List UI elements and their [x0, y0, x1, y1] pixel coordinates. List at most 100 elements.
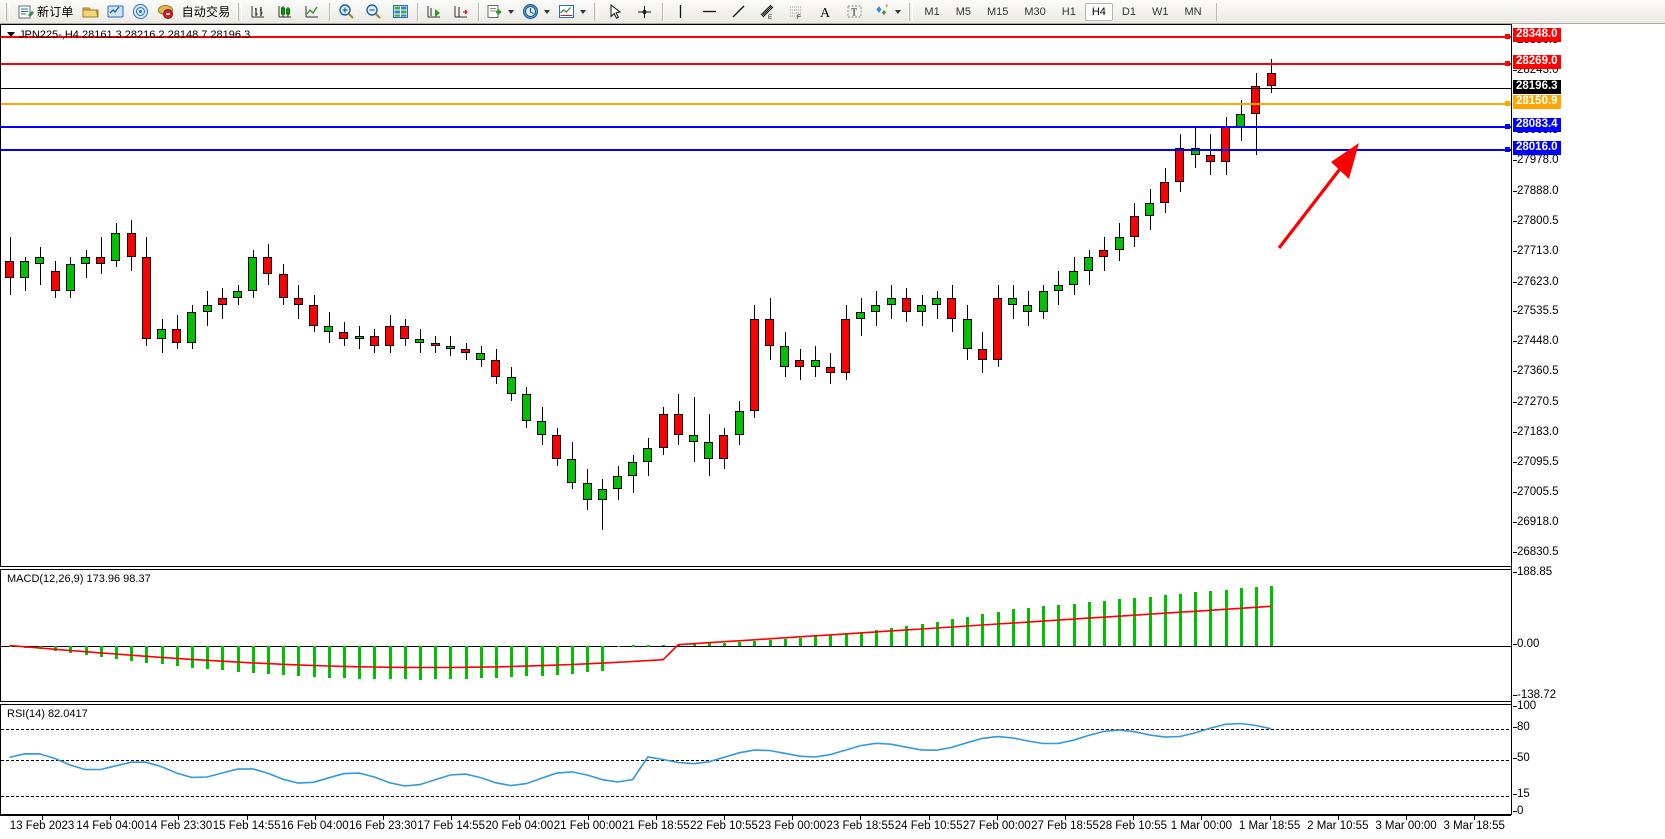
- text-icon[interactable]: A: [817, 3, 834, 21]
- macd-histogram-bar: [844, 633, 848, 646]
- macd-histogram-bar: [236, 645, 240, 672]
- new-order-button[interactable]: 新订单: [13, 0, 78, 24]
- price-scale[interactable]: 28330.528243.028065.527978.027888.027800…: [1511, 24, 1665, 817]
- zoom-out-icon[interactable]: [365, 3, 382, 20]
- timeframe-m1[interactable]: M1: [924, 5, 940, 18]
- period-button[interactable]: [518, 0, 554, 24]
- vline-icon[interactable]: [672, 3, 689, 20]
- timeframe-m5[interactable]: M5: [955, 5, 971, 18]
- timeframe-m30[interactable]: M30: [1024, 5, 1046, 18]
- rsi-level-line: [1, 728, 1509, 730]
- price-badge-resistance[interactable]: 28348.0: [1513, 27, 1561, 42]
- navigator-icon[interactable]: [132, 3, 149, 20]
- price-tick: 27800.5: [1513, 215, 1559, 227]
- candle-body: [20, 260, 30, 278]
- timeframe-group: M1 M5 M15 M30 H1 H4 D1 W1 MN: [916, 2, 1209, 21]
- candle-body: [1221, 127, 1230, 162]
- time-tick-mark: [860, 816, 862, 820]
- chart-symbol-label: JPN225-,H4 28161.3 28216.2 28148.7 28196…: [19, 29, 251, 41]
- candle-body: [993, 298, 1002, 360]
- auto-scroll-icon[interactable]: [426, 3, 443, 20]
- macd-signal-line: [9, 605, 1272, 669]
- terminal-icon[interactable]: [157, 3, 174, 20]
- zoom-in-icon[interactable]: [338, 3, 355, 20]
- candle-body: [719, 434, 729, 459]
- add-indicator-button[interactable]: [482, 0, 518, 24]
- candle-body: [111, 233, 121, 261]
- shapes-button[interactable]: [869, 0, 905, 24]
- time-tick-label: 14 Feb 04:00: [76, 820, 145, 832]
- price-badge-current-price[interactable]: 28196.3: [1513, 79, 1561, 94]
- rsi-pane[interactable]: RSI(14) 82.0417: [0, 704, 1512, 815]
- rsi-tick: 80: [1513, 721, 1530, 733]
- candle-body: [263, 257, 273, 275]
- timeframe-h4[interactable]: H4: [1084, 2, 1113, 21]
- macd-histogram-bar: [1118, 599, 1122, 646]
- chart-shift-icon[interactable]: [453, 3, 470, 20]
- toolbar-grip-4[interactable]: [908, 2, 914, 21]
- trendline-icon[interactable]: [730, 3, 747, 20]
- hline-icon[interactable]: [701, 3, 718, 20]
- rsi-tick: 0: [1513, 805, 1523, 817]
- data-window-icon[interactable]: [392, 3, 409, 20]
- crosshair-icon[interactable]: [636, 3, 653, 20]
- macd-histogram-bar: [1239, 588, 1243, 646]
- candlestick-chart-icon[interactable]: [277, 3, 294, 20]
- price-badge-support[interactable]: 28016.0: [1513, 141, 1561, 156]
- candle-body: [96, 257, 106, 265]
- timeframe-mn[interactable]: MN: [1184, 5, 1202, 18]
- chart-collapse-icon[interactable]: [7, 32, 15, 37]
- macd-pane[interactable]: MACD(12,26,9) 173.96 98.37: [0, 569, 1512, 702]
- candle-wick: [1195, 127, 1197, 169]
- time-axis[interactable]: 13 Feb 2023 14 Feb 04:00 14 Feb 23:30 15 Fe…: [0, 815, 1511, 839]
- cursor-icon[interactable]: [607, 3, 624, 20]
- candle-body: [476, 352, 486, 360]
- candle-body: [369, 335, 379, 346]
- price-tick: 27535.5: [1513, 305, 1559, 317]
- level-line-pending-order[interactable]: [1, 103, 1511, 106]
- level-line-resistance[interactable]: [1, 62, 1511, 65]
- timeframe-h1[interactable]: H1: [1061, 5, 1076, 18]
- time-tick-mark: [1201, 816, 1203, 820]
- rsi-level-line: [1, 795, 1509, 797]
- macd-histogram-bar: [890, 627, 894, 646]
- timeframe-w1[interactable]: W1: [1151, 5, 1169, 18]
- level-line-support[interactable]: [1, 149, 1511, 152]
- equidistant-channel-icon[interactable]: E: [759, 3, 776, 21]
- candle-body: [339, 332, 349, 340]
- level-line-resistance[interactable]: [1, 35, 1511, 38]
- toolbar-grip-3[interactable]: [593, 2, 599, 21]
- bullish-arrow-annotation[interactable]: [1271, 143, 1381, 253]
- time-tick-mark: [724, 816, 725, 820]
- macd-histogram-bar: [905, 625, 909, 646]
- price-tick: 26830.5: [1513, 546, 1559, 558]
- price-badge-pending-order[interactable]: 28150.9: [1513, 95, 1561, 110]
- timeframe-m15[interactable]: M15: [986, 5, 1009, 18]
- price-badge-resistance[interactable]: 28269.0: [1513, 54, 1561, 69]
- level-line-support[interactable]: [1, 126, 1511, 129]
- toolbar-grip[interactable]: [5, 2, 10, 21]
- level-line-current-price[interactable]: [1, 87, 1511, 89]
- line-chart-icon[interactable]: [304, 3, 321, 20]
- svg-text:E: E: [768, 15, 772, 20]
- time-tick-label: 15 Feb 14:55: [212, 820, 281, 832]
- price-tick: 27448.0: [1513, 335, 1559, 347]
- time-tick-label: 24 Feb 10:55: [894, 820, 963, 832]
- bar-chart-icon[interactable]: [250, 3, 267, 20]
- folder-icon[interactable]: [82, 3, 99, 20]
- templates-button[interactable]: [554, 0, 590, 24]
- candle-body: [977, 349, 987, 360]
- price-badge-support[interactable]: 28083.4: [1513, 118, 1561, 133]
- fibonacci-icon[interactable]: F: [788, 3, 805, 21]
- time-tick-mark: [1337, 816, 1339, 820]
- rsi-line: [9, 722, 1272, 787]
- market-watch-icon[interactable]: [107, 3, 124, 20]
- toolbar-grip-2[interactable]: [237, 2, 243, 21]
- macd-histogram-bar: [874, 629, 878, 646]
- macd-histogram-bar: [327, 645, 331, 678]
- auto-trading-button[interactable]: 自动交易: [178, 0, 235, 24]
- label-icon[interactable]: T: [846, 3, 863, 20]
- timeframe-d1[interactable]: D1: [1121, 5, 1136, 18]
- time-tick-label: 28 Feb 10:55: [1099, 820, 1168, 832]
- price-chart-pane[interactable]: JPN225-,H4 28161.3 28216.2 28148.7 28196…: [0, 24, 1512, 567]
